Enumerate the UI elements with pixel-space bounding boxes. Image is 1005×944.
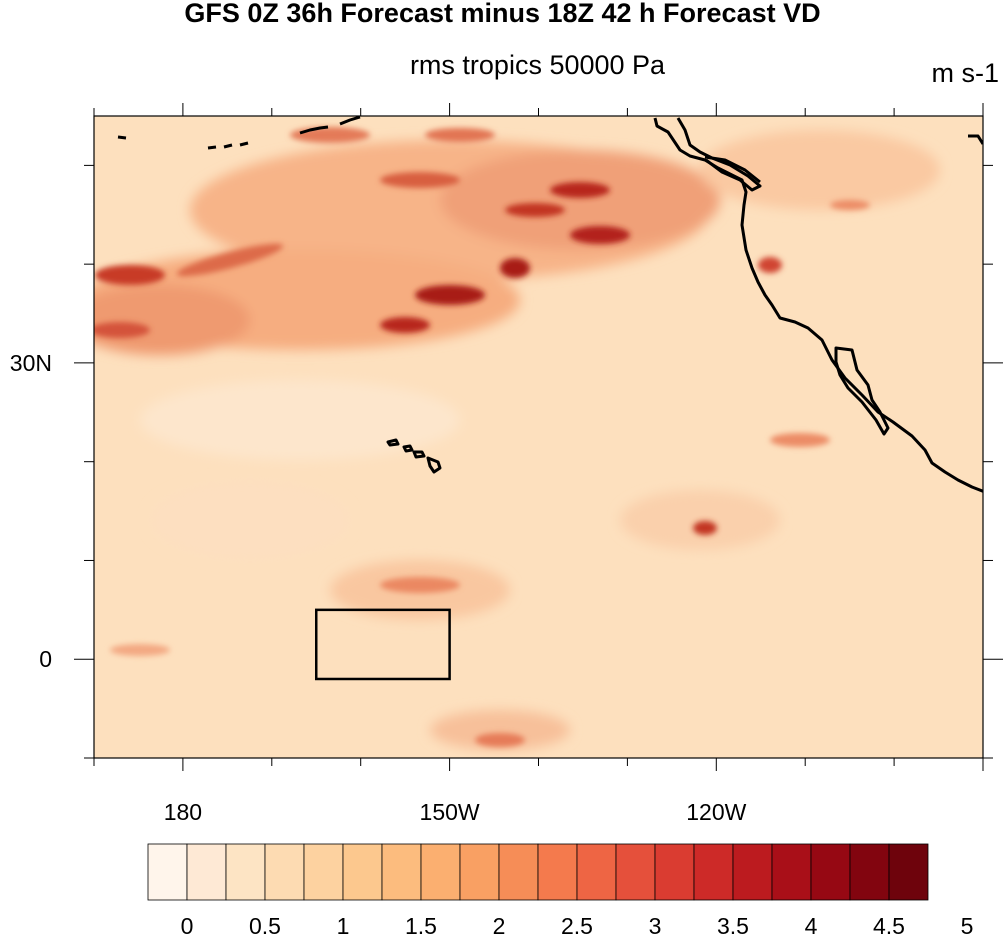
- colorbar-swatch: [381, 843, 422, 901]
- colorbar-swatch: [537, 843, 578, 901]
- axis-ticks: [74, 103, 1003, 771]
- map-subtitle: rms tropics 50000 Pa: [409, 50, 666, 80]
- colorbar-swatch: [693, 843, 734, 901]
- colorbar-swatch: [225, 843, 266, 901]
- units-label: m s-1: [931, 58, 1000, 88]
- colorbar-swatch: [498, 843, 539, 901]
- island-hawaii-3: [412, 450, 426, 459]
- colorbar-label: 4: [805, 913, 818, 939]
- colorbar: [147, 843, 929, 901]
- baja-california-coastline: [834, 346, 890, 436]
- colorbar-label: 1.5: [405, 913, 437, 939]
- colorbar-labels: 0 0.5 1 1.5 2 2.5 3 3.5 4 4.5 5: [181, 913, 974, 939]
- colorbar-label: 5: [961, 913, 974, 939]
- colorbar-swatch: [615, 843, 656, 901]
- coast-fragment-east: [968, 134, 983, 145]
- colorbar-swatch: [147, 843, 188, 901]
- y-axis-labels: 30N 0: [10, 350, 52, 672]
- coastlines: [117, 116, 983, 493]
- colorbar-label: 3.5: [717, 913, 749, 939]
- colorbar-label: 4.5: [873, 913, 905, 939]
- northern-coastline: [676, 117, 762, 192]
- field-layer: [94, 116, 983, 758]
- colorbar-swatch: [576, 843, 617, 901]
- x-tick-label: 180: [164, 799, 202, 825]
- region-box: [315, 608, 451, 681]
- colorbar-label: 1: [337, 913, 350, 939]
- colorbar-swatch: [342, 843, 383, 901]
- island-hawaii-2: [402, 444, 414, 453]
- colorbar-label: 0.5: [249, 913, 281, 939]
- colorbar-swatch: [420, 843, 461, 901]
- field-maxima: [94, 127, 870, 747]
- colorbar-label: 2.5: [561, 913, 593, 939]
- x-axis-labels: 180 150W 120W: [164, 799, 747, 825]
- y-tick-label: 0: [39, 646, 52, 672]
- island-hawaii-4: [426, 456, 442, 474]
- colorbar-swatch: [186, 843, 227, 901]
- colorbar-swatch: [654, 843, 695, 901]
- x-tick-label: 150W: [420, 799, 480, 825]
- colorbar-label: 0: [181, 913, 194, 939]
- colorbar-swatch: [849, 843, 890, 901]
- x-tick-label: 120W: [686, 799, 746, 825]
- colorbar-swatch: [732, 843, 773, 901]
- colorbar-swatch: [264, 843, 305, 901]
- colorbar-label: 2: [493, 913, 506, 939]
- island-hawaii-1: [386, 438, 400, 447]
- colorbar-swatch: [459, 843, 500, 901]
- field-smooth: [94, 130, 940, 750]
- aleutian-islands: [117, 116, 361, 150]
- colorbar-swatch: [771, 843, 812, 901]
- colorbar-swatch: [303, 843, 344, 901]
- colorbar-swatch: [810, 843, 851, 901]
- bay-coastline: [704, 155, 761, 184]
- colorbar-swatch: [888, 843, 929, 901]
- y-tick-label: 30N: [10, 350, 52, 376]
- colorbar-label: 3: [649, 913, 662, 939]
- map-title: GFS 0Z 36h Forecast minus 18Z 42 h Forec…: [184, 0, 821, 28]
